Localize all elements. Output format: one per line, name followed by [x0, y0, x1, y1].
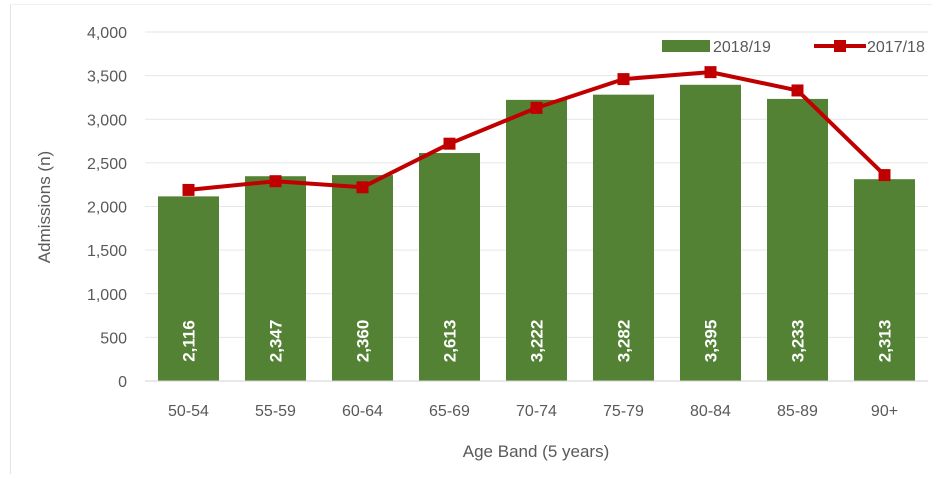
bar-data-label: 2,313 — [876, 320, 895, 363]
line-point — [182, 183, 195, 196]
bar-60-64 — [332, 175, 393, 381]
bar-data-label: 3,282 — [615, 320, 634, 363]
line-point — [791, 84, 804, 97]
x-axis-ticks: 50-54 55-59 60-64 65-69 70-74 75-79 80-84 85-89… — [168, 403, 898, 420]
line-point — [617, 73, 630, 86]
line-point — [269, 175, 282, 188]
x-tick-label: 85-89 — [777, 403, 818, 420]
y-axis-ticks: 0 500 1,000 1,500 2,000 2,500 3,000 3,500 4,000 — [87, 25, 127, 391]
legend: 2018/19 2017/18 — [662, 39, 925, 56]
bar-75-79 — [593, 94, 654, 381]
line-point — [530, 101, 543, 114]
bar-data-label: 2,613 — [441, 320, 460, 363]
bar-65-69 — [419, 153, 480, 381]
line-point — [878, 169, 891, 182]
line-point — [356, 181, 369, 194]
legend-label-2017-18: 2017/18 — [867, 39, 925, 56]
x-tick-label: 70-74 — [516, 403, 557, 420]
bar-data-label: 2,360 — [354, 320, 373, 363]
y-tick-label: 3,500 — [87, 69, 127, 86]
y-tick-label: 1,500 — [87, 243, 127, 260]
y-tick-label: 3,000 — [87, 112, 127, 129]
bar-data-label: 3,395 — [702, 320, 721, 363]
bar-series — [158, 84, 915, 382]
line-series — [182, 66, 891, 196]
bar-data-label: 2,347 — [267, 320, 286, 363]
bar-90+ — [854, 179, 915, 381]
x-tick-label: 60-64 — [342, 403, 383, 420]
y-tick-label: 0 — [118, 374, 127, 391]
x-tick-label: 75-79 — [603, 403, 644, 420]
y-tick-label: 1,000 — [87, 287, 127, 304]
bar-80-84 — [680, 84, 741, 381]
x-tick-label: 50-54 — [168, 403, 209, 420]
x-tick-label: 90+ — [871, 403, 898, 420]
y-tick-label: 4,000 — [87, 25, 127, 42]
x-tick-label: 80-84 — [690, 403, 731, 420]
x-axis-label: Age Band (5 years) — [463, 442, 609, 461]
bar-data-labels: 2,116 2,347 2,360 2,613 3,222 3,282 3,395 3,233… — [180, 320, 895, 363]
y-tick-label: 2,000 — [87, 200, 127, 217]
y-axis-label: Admissions (n) — [35, 151, 54, 263]
x-tick-label: 65-69 — [429, 403, 470, 420]
x-tick-label: 55-59 — [255, 403, 296, 420]
bar-50-54 — [158, 196, 219, 381]
bar-55-59 — [245, 176, 306, 381]
bar-data-label: 3,222 — [528, 320, 547, 363]
bar-data-label: 3,233 — [789, 320, 808, 363]
bar-70-74 — [506, 99, 567, 382]
y-tick-label: 2,500 — [87, 156, 127, 173]
bar-data-label: 2,116 — [180, 320, 199, 362]
bar-85-89 — [767, 98, 828, 382]
legend-marker-2017-18 — [834, 40, 846, 52]
line-point — [443, 137, 456, 150]
legend-label-2018-19: 2018/19 — [713, 39, 771, 56]
legend-swatch-2018-19 — [662, 40, 710, 52]
y-tick-label: 500 — [100, 330, 127, 347]
line-point — [704, 66, 717, 79]
